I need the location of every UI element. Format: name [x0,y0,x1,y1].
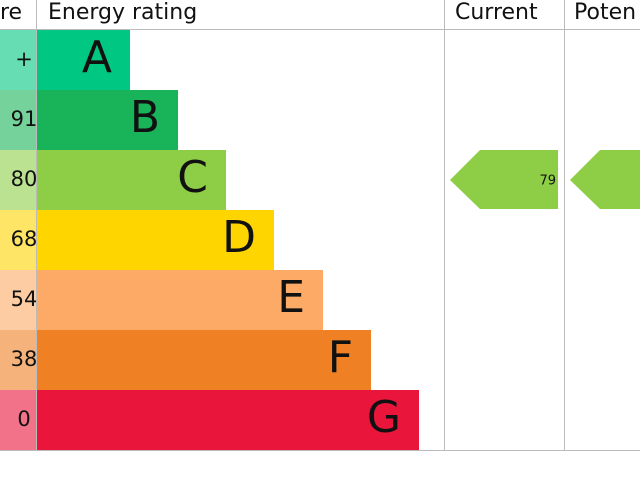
score-label: 54 [11,287,38,311]
score-label: + [15,47,33,71]
score-label: 38 [11,347,38,371]
band-letter: B [130,92,160,143]
score-cell [0,390,36,450]
band-bar [37,270,323,330]
potential-arrow [570,150,640,209]
band-letter: E [277,272,305,323]
band-bar [37,30,130,90]
band-letter: G [367,392,401,443]
bands: + A 91 B 80 C 68 D 54 E 38 F 0 G [0,30,419,450]
score-label: 68 [11,227,38,251]
score-cell [0,90,36,150]
score-cell [0,30,36,90]
score-header: re [0,0,22,25]
band-bar [37,150,226,210]
score-label: 91 [11,107,38,131]
rating-header: Energy rating [48,0,197,25]
score-label: 0 [17,407,30,431]
score-label: 80 [11,167,38,191]
band-letter: F [328,332,353,383]
score-cell [0,150,36,210]
band-letter: A [82,32,112,83]
current-value: 79 [539,174,556,189]
band-bar [37,210,274,270]
band-bar [37,390,419,450]
score-cell [0,210,36,270]
potential-header: Poten [574,0,636,25]
band-bar [37,330,371,390]
score-cell [0,330,36,390]
score-cell [0,270,36,330]
band-letter: C [177,152,208,203]
current-header: Current [455,0,538,25]
current-arrow [450,150,558,209]
band-bar [37,90,178,150]
band-letter: D [222,212,256,263]
